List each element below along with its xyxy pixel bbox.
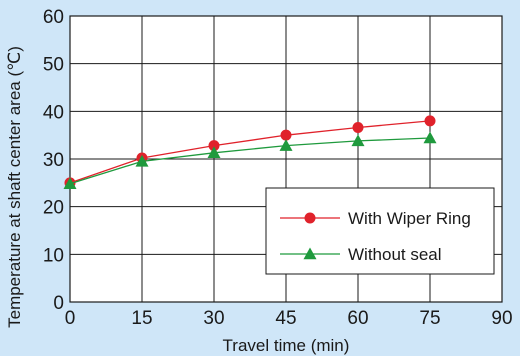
series-line [69,137,431,185]
legend: With Wiper Ring Without seal [265,187,495,275]
data-point [423,131,437,144]
data-point [63,177,77,189]
data-point [352,122,364,134]
x-tick-label: 75 [419,308,440,329]
x-tick-label: 60 [347,308,368,329]
tick-labels: 0 15 30 45 60 75 90 0 10 20 30 40 50 60 [43,7,513,329]
y-tick-label: 20 [43,198,64,219]
y-tick-label: 30 [43,150,64,171]
plot-border [69,15,503,303]
y-tick-label: 10 [43,245,64,266]
data-point [279,139,293,151]
legend-box [265,187,495,275]
series-with-wiper-ring [64,115,436,189]
y-axis-label: Temperature at shaft center area (℃) [5,46,24,328]
series-without-seal [63,131,437,189]
data-point [208,140,220,152]
data-point [135,154,149,167]
x-tick-label: 90 [491,308,512,329]
y-tick-label: 60 [43,7,64,28]
gridlines [69,15,503,303]
series-line [69,120,431,184]
y-tick-label: 50 [43,55,64,76]
y-tick-label: 0 [53,293,64,314]
legend-label-without-seal: Without seal [348,245,442,264]
x-tick-label: 0 [65,308,76,329]
legend-marker-with-wiper-ring [304,212,316,224]
legend-label-with-wiper-ring: With Wiper Ring [348,209,471,228]
data-point [207,146,221,159]
x-tick-label: 45 [275,308,296,329]
x-axis-label: Travel time (min) [223,336,350,355]
x-tick-label: 15 [131,308,152,329]
data-point [280,129,292,141]
data-point [351,134,365,147]
data-point [424,115,436,127]
x-tick-label: 30 [203,308,224,329]
y-tick-label: 40 [43,102,64,123]
legend-marker-without-seal [303,247,317,260]
series-layer [63,115,437,189]
